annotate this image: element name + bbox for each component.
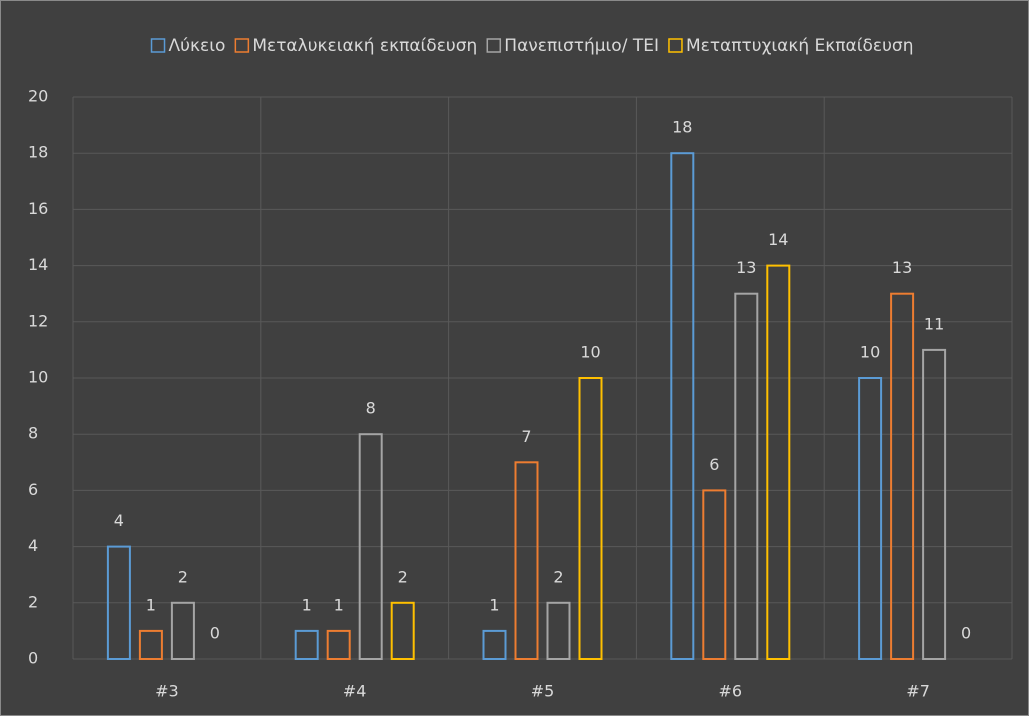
y-tick-label: 20 bbox=[28, 87, 48, 106]
y-tick-label: 4 bbox=[28, 536, 38, 555]
bar bbox=[546, 601, 571, 660]
data-label: 13 bbox=[736, 258, 756, 277]
bar bbox=[578, 377, 603, 660]
legend-swatch bbox=[668, 38, 683, 53]
data-label: 1 bbox=[146, 595, 156, 614]
legend-swatch bbox=[486, 38, 502, 53]
data-label: 11 bbox=[924, 314, 944, 333]
x-tick-label: #4 bbox=[343, 682, 367, 701]
data-label: 18 bbox=[672, 118, 692, 137]
data-label: 1 bbox=[302, 595, 312, 614]
x-tick-label: #3 bbox=[155, 682, 179, 701]
bar bbox=[482, 629, 507, 661]
data-label: 10 bbox=[860, 343, 880, 362]
legend-label: Λύκειο bbox=[169, 36, 226, 56]
bar bbox=[326, 629, 351, 661]
x-tick-label: #6 bbox=[719, 682, 743, 701]
data-label: 7 bbox=[521, 427, 531, 446]
y-tick-label: 10 bbox=[28, 368, 48, 387]
data-label: 2 bbox=[398, 567, 408, 586]
data-label: 1 bbox=[489, 595, 499, 614]
legend-label: Μεταλυκειακή εκπαίδευση bbox=[252, 36, 477, 56]
legend-swatch bbox=[150, 38, 166, 53]
y-tick-label: 6 bbox=[28, 480, 38, 499]
y-tick-label: 12 bbox=[28, 311, 48, 330]
y-tick-label: 14 bbox=[28, 255, 48, 274]
bar bbox=[766, 264, 791, 660]
data-label: 6 bbox=[709, 455, 719, 474]
bar bbox=[170, 601, 195, 660]
bar bbox=[702, 489, 727, 660]
data-label: 4 bbox=[114, 511, 124, 530]
bar bbox=[390, 601, 415, 660]
y-tick-label: 8 bbox=[28, 424, 38, 443]
bar bbox=[858, 377, 883, 660]
data-label: 2 bbox=[553, 567, 563, 586]
data-label: 14 bbox=[768, 230, 788, 249]
bar bbox=[890, 292, 915, 660]
bar bbox=[294, 629, 319, 661]
data-label: 2 bbox=[178, 567, 188, 586]
bar bbox=[670, 152, 695, 660]
bar bbox=[106, 545, 131, 660]
data-label: 13 bbox=[892, 258, 912, 277]
data-label: 1 bbox=[334, 595, 344, 614]
legend-label: Πανεπιστήμιο/ ΤΕΙ bbox=[504, 36, 659, 56]
bar bbox=[358, 433, 383, 661]
x-tick-label: #7 bbox=[906, 682, 930, 701]
bar bbox=[734, 292, 759, 660]
bar bbox=[138, 629, 163, 661]
data-label: 8 bbox=[366, 399, 376, 418]
data-label: 0 bbox=[210, 624, 220, 643]
data-label: 0 bbox=[961, 624, 971, 643]
data-label: 10 bbox=[580, 343, 600, 362]
y-tick-label: 18 bbox=[28, 143, 48, 162]
y-tick-label: 16 bbox=[28, 199, 48, 218]
bar bbox=[514, 461, 539, 660]
y-tick-label: 0 bbox=[28, 649, 38, 668]
bar bbox=[922, 348, 947, 660]
x-tick-label: #5 bbox=[531, 682, 555, 701]
legend-swatch bbox=[234, 38, 250, 53]
legend-label: Μεταπτυχιακή Εκπαίδευση bbox=[686, 36, 914, 56]
y-tick-label: 2 bbox=[28, 592, 38, 611]
